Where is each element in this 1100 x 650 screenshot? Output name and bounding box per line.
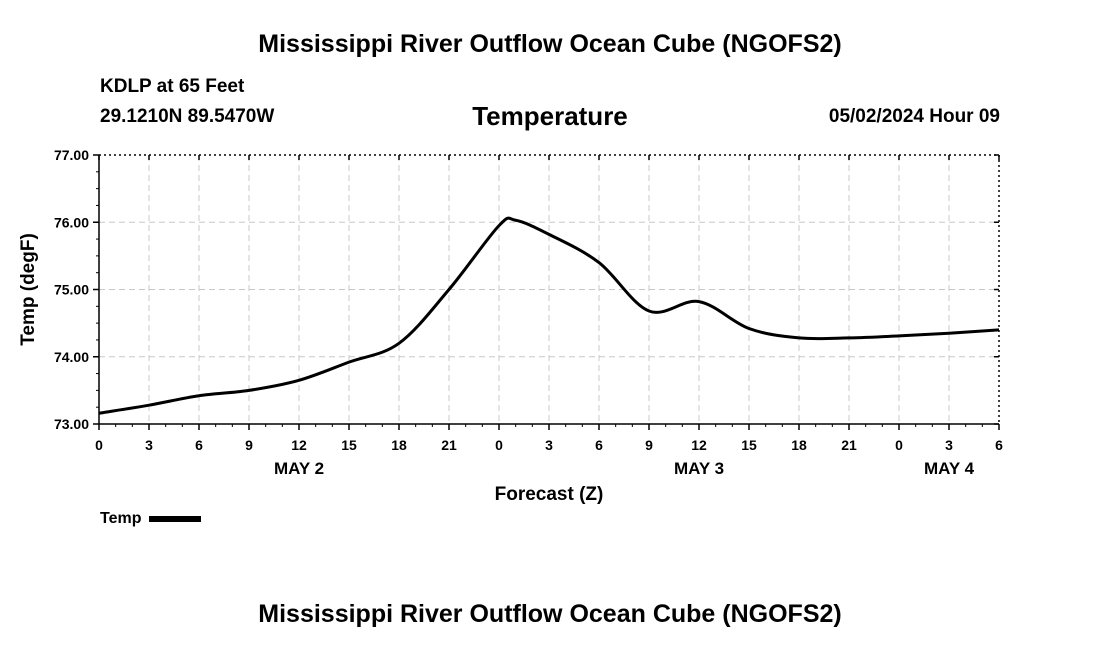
x-axis-title: Forecast (Z) — [495, 484, 604, 505]
x-tick-label: 21 — [441, 437, 457, 453]
x-tick-label: 6 — [595, 437, 603, 453]
y-tick-label: 73.00 — [54, 416, 89, 432]
x-tick-label: 15 — [341, 437, 357, 453]
legend: Temp — [100, 510, 202, 528]
x-tick-label: 3 — [945, 437, 953, 453]
legend-label: Temp — [100, 510, 142, 527]
forecast-datetime: 05/02/2024 Hour 09 — [828, 106, 1000, 127]
x-tick-label: 15 — [741, 437, 757, 453]
y-tick-label: 77.00 — [54, 147, 89, 163]
x-tick-label: 21 — [841, 437, 857, 453]
station-label: KDLP at 65 Feet — [100, 76, 245, 97]
y-axis-title: Temp (degF) — [18, 233, 39, 346]
x-tick-label: 6 — [995, 437, 1003, 453]
footer-title: Mississippi River Outflow Ocean Cube (NG… — [258, 600, 842, 628]
x-tick-label: 12 — [691, 437, 707, 453]
x-tick-label: 0 — [895, 437, 903, 453]
x-tick-label: 9 — [645, 437, 653, 453]
x-day-label: MAY 4 — [924, 459, 975, 478]
x-tick-label: 3 — [145, 437, 153, 453]
x-tick-label: 6 — [195, 437, 203, 453]
y-tick-label: 74.00 — [54, 349, 89, 365]
x-tick-label: 0 — [495, 437, 503, 453]
series-line-temp — [98, 216, 1000, 415]
x-tick-label: 9 — [245, 437, 253, 453]
y-tick-label: 75.00 — [54, 282, 89, 298]
x-tick-label: 3 — [545, 437, 553, 453]
x-tick-label: 18 — [791, 437, 807, 453]
x-day-label: MAY 2 — [274, 459, 324, 478]
x-tick-label: 12 — [291, 437, 307, 453]
x-tick-label: 0 — [95, 437, 103, 453]
station-coordinates: 29.1210N 89.5470W — [100, 106, 275, 127]
y-tick-label: 76.00 — [54, 214, 89, 230]
legend-swatch — [149, 516, 202, 522]
x-day-label: MAY 3 — [674, 459, 724, 478]
x-tick-label: 18 — [391, 437, 407, 453]
variable-title: Temperature — [472, 101, 628, 131]
chart-title: Mississippi River Outflow Ocean Cube (NG… — [258, 30, 842, 58]
